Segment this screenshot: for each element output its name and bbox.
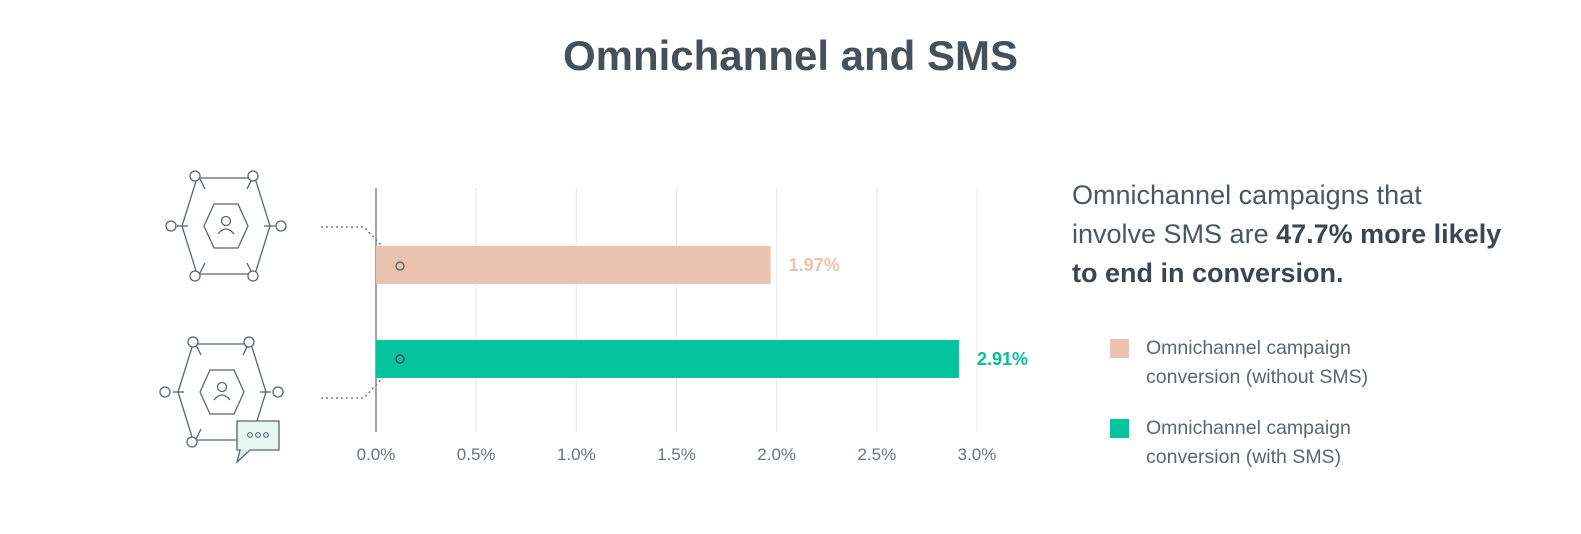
x-tick-label: 2.0% — [757, 445, 796, 464]
hex-network-top — [165, 170, 287, 282]
connector-dot — [395, 354, 405, 364]
data-label: 2.91% — [977, 349, 1028, 369]
bar-without-sms — [376, 246, 771, 284]
legend-label: Omnichannel campaign conversion (with SM… — [1146, 417, 1351, 468]
x-tick-label: 1.5% — [657, 445, 696, 464]
callout-prefix: Omnichannel campaigns that involve SMS a… — [1072, 180, 1422, 249]
legend-label: Omnichannel campaign conversion (without… — [1146, 337, 1369, 388]
bar-layer: 1.97% 2.91% — [376, 246, 1028, 378]
callout-text: Omnichannel campaigns that involve SMS a… — [1072, 176, 1512, 293]
x-tick-label: 1.0% — [557, 445, 596, 464]
chart-title: Omnichannel and SMS — [562, 32, 1019, 79]
tick-layer: 0.0% 0.5% 1.0% 1.5% 2.0% 2.5% 3.0% — [357, 445, 997, 464]
legend-swatch — [1110, 339, 1129, 358]
legend-swatch — [1110, 419, 1129, 438]
x-tick-label: 2.5% — [857, 445, 896, 464]
x-tick-label: 3.0% — [958, 445, 997, 464]
legend-item-with-sms: Omnichannel campaign conversion (with SM… — [1110, 414, 1440, 476]
data-label: 1.97% — [789, 255, 840, 275]
chat-bubble-icon — [235, 420, 280, 464]
grid-layer — [375, 188, 978, 432]
connector-dot — [395, 261, 405, 271]
x-tick-label: 0.5% — [457, 445, 496, 464]
hex-network-bottom — [159, 336, 284, 448]
marker-layer — [395, 261, 405, 364]
legend-item-without-sms: Omnichannel campaign conversion (without… — [1110, 334, 1440, 396]
callout-emphasis: 47.7% more likely to end in conversion. — [1072, 219, 1502, 288]
bar-with-sms — [376, 340, 959, 378]
x-tick-label: 0.0% — [357, 445, 396, 464]
legend: Omnichannel campaign conversion (without… — [1110, 334, 1440, 494]
hexagon-user-network-icon — [159, 170, 287, 448]
